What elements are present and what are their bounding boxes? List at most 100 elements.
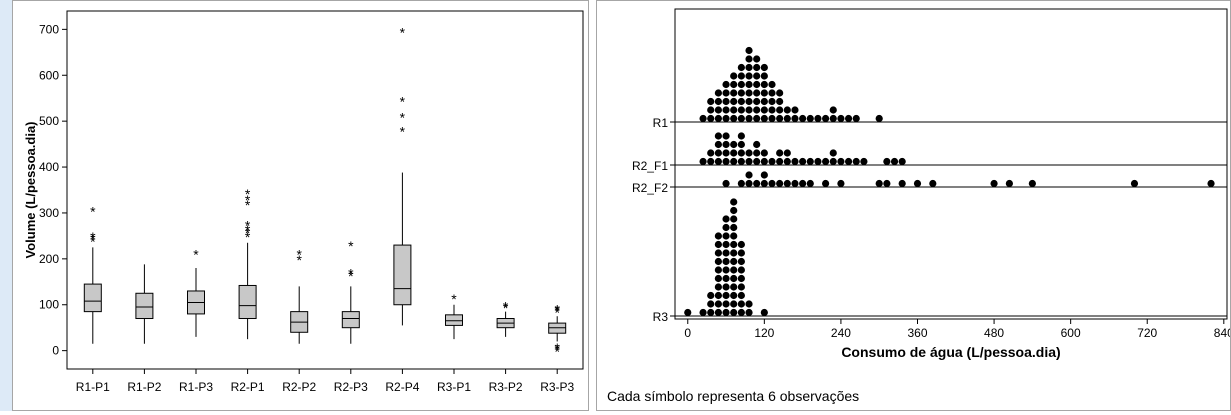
dot [768, 106, 776, 114]
dot [730, 232, 738, 240]
dot [722, 132, 730, 140]
dot [722, 291, 730, 300]
dot [990, 179, 998, 188]
dot [745, 179, 753, 188]
x-tick-label: 120 [754, 326, 774, 340]
outlier-marker: * [554, 305, 560, 321]
dot [722, 232, 730, 240]
dot [822, 179, 830, 188]
dot [791, 106, 799, 114]
outlier-marker: * [503, 300, 509, 316]
dot [737, 132, 745, 140]
dot [1130, 179, 1139, 188]
dot [714, 291, 722, 300]
dot [753, 157, 761, 166]
dot [730, 240, 738, 249]
dot [898, 179, 906, 188]
x-tick-label: R1-P2 [127, 380, 161, 394]
dot [760, 106, 768, 114]
dot [745, 97, 753, 106]
dot [913, 179, 922, 188]
dot [714, 114, 722, 123]
dot [745, 114, 753, 123]
dot [753, 72, 761, 80]
dot [737, 300, 745, 308]
dot [722, 240, 730, 249]
dot [722, 140, 730, 149]
outlier-marker: * [400, 110, 406, 126]
dot [730, 140, 738, 149]
dot [753, 114, 761, 123]
dot [714, 157, 722, 166]
dot [737, 97, 745, 106]
dot [737, 80, 745, 89]
dot [768, 97, 776, 106]
dot [722, 215, 730, 223]
dot [730, 249, 738, 257]
outlier-marker: * [348, 268, 354, 284]
dot [737, 72, 745, 80]
dot [1005, 179, 1013, 188]
dot [760, 157, 768, 166]
dot [722, 223, 730, 232]
y-tick-label: 700 [39, 22, 59, 36]
dot [768, 89, 776, 97]
row-label: R2_F2 [632, 181, 668, 195]
dot [730, 157, 738, 166]
plot-frame [66, 10, 584, 370]
dot [806, 114, 814, 123]
dot [707, 291, 715, 300]
dot [745, 80, 753, 89]
y-axis-label: Volume (L/pessoa.dia) [23, 121, 38, 258]
dot [714, 97, 722, 106]
x-tick-label: R3-P3 [540, 380, 574, 394]
dot [776, 106, 784, 114]
boxplot-panel: 0 100 200 300 400 500 600 700 Volume (L/pessoa.d… [12, 0, 589, 411]
outlier-marker: * [90, 231, 96, 247]
dot [829, 106, 837, 114]
dot [730, 114, 738, 123]
outlier-marker: * [451, 291, 457, 307]
dot [737, 249, 745, 257]
dot [898, 157, 906, 166]
dot [776, 97, 784, 106]
dot [722, 157, 730, 166]
dot [714, 149, 722, 157]
dot [745, 157, 753, 166]
dot [745, 89, 753, 97]
dot [699, 157, 707, 166]
outlier-marker: * [245, 192, 251, 208]
x-tick-label: R1-P1 [76, 380, 110, 394]
dot [783, 157, 791, 166]
dot [730, 206, 738, 215]
dot [814, 157, 822, 166]
row-label: R2_F1 [632, 159, 668, 173]
dot [737, 149, 745, 157]
dot [722, 300, 730, 308]
dot [753, 80, 761, 89]
outlier-marker: * [245, 186, 251, 202]
dot [814, 114, 822, 123]
dot [745, 72, 753, 80]
dot [722, 89, 730, 97]
dot [730, 97, 738, 106]
dot [852, 157, 860, 166]
dot [722, 97, 730, 106]
dot [684, 308, 692, 317]
dot [760, 97, 768, 106]
dot [699, 308, 707, 317]
dot [737, 106, 745, 114]
dot [768, 114, 776, 123]
dot [783, 179, 791, 188]
outlier-marker: * [554, 340, 560, 356]
dot [730, 106, 738, 114]
dot [760, 149, 768, 157]
x-tick-label: 480 [984, 326, 1004, 340]
dot [714, 106, 722, 114]
x-tick-label: R3-P1 [437, 380, 471, 394]
dot [837, 157, 845, 166]
dot [829, 157, 837, 166]
dot [737, 266, 745, 274]
x-tick-label: R2-P1 [231, 380, 265, 394]
dot [806, 179, 814, 188]
